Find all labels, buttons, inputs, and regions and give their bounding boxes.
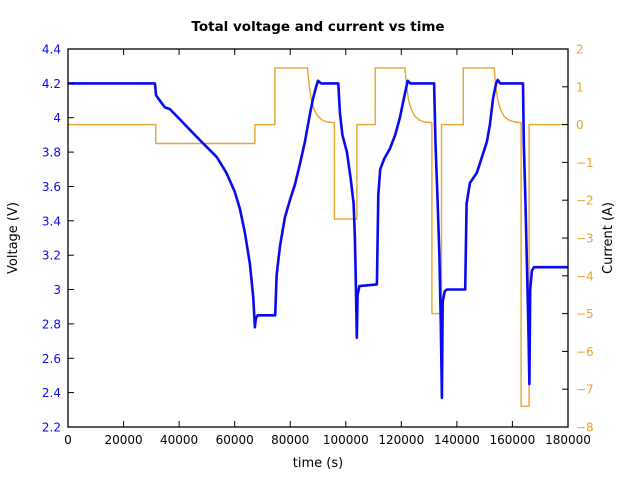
right-y-tick-label: −6: [576, 345, 594, 359]
left-y-tick-label: 3.6: [42, 180, 61, 194]
left-y-tick-label: 3: [53, 283, 61, 297]
x-axis-tick-label: 0: [64, 433, 72, 447]
x-axis-tick-label: 160000: [489, 433, 535, 447]
x-axis-label: time (s): [293, 456, 343, 471]
left-y-tick-label: 4: [53, 111, 61, 125]
left-y-tick-label: 4.2: [42, 77, 61, 91]
current-line: [68, 67, 568, 407]
right-y-tick-label: −1: [576, 156, 594, 170]
right-y-tick-label: 0: [576, 118, 584, 132]
right-y-tick-label: −7: [576, 383, 594, 397]
left-y-tick-label: 2.4: [42, 386, 61, 400]
left-y-tick-label: 2.2: [42, 421, 61, 435]
x-axis-tick-label: 80000: [271, 433, 309, 447]
x-axis-tick-label: 180000: [545, 433, 591, 447]
right-y-tick-label: −8: [576, 421, 594, 435]
plot-area: 0 20000 40000 60000 80000 100000 120000 140000 1…: [42, 43, 594, 448]
voltage-line: [68, 78, 568, 400]
right-y-tick-label: 1: [576, 80, 584, 94]
x-axis-tick-label: 40000: [160, 433, 198, 447]
left-y-tick-label: 3.8: [42, 146, 61, 160]
right-y-tick-label: −4: [576, 269, 594, 283]
x-axis-tick-label: 100000: [323, 433, 369, 447]
x-axis-tick-label: 120000: [378, 433, 424, 447]
x-axis-tick-label: 60000: [216, 433, 254, 447]
x-axis-tick-label: 20000: [105, 433, 143, 447]
left-y-tick-label: 2.6: [42, 352, 61, 366]
left-y-tick-label: 2.8: [42, 317, 61, 331]
left-y-axis-label: Voltage (V): [6, 202, 21, 274]
right-y-tick-label: −2: [576, 194, 594, 208]
x-axis-tick-label: 140000: [434, 433, 480, 447]
left-y-tick-label: 3.2: [42, 249, 61, 263]
right-y-tick-label: −3: [576, 232, 594, 246]
right-y-axis-label: Current (A): [601, 202, 616, 274]
right-y-tick-label: −5: [576, 307, 594, 321]
right-y-tick-label: 2: [576, 43, 584, 57]
left-y-tick-label: 4.4: [42, 43, 61, 57]
chart-title: Total voltage and current vs time: [191, 19, 444, 35]
plot-border: [67, 48, 569, 428]
left-y-tick-label: 3.4: [42, 214, 61, 228]
